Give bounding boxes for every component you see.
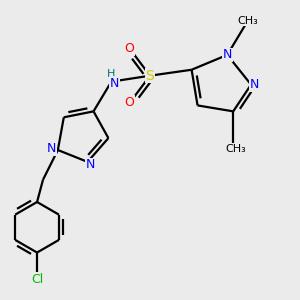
Text: N: N: [249, 78, 259, 91]
Text: N: N: [47, 142, 57, 155]
Text: Cl: Cl: [31, 273, 43, 286]
Text: N: N: [86, 158, 95, 171]
Text: CH₃: CH₃: [226, 143, 247, 154]
Text: S: S: [146, 69, 154, 83]
Text: H: H: [107, 69, 116, 79]
Text: O: O: [124, 96, 134, 109]
Text: N: N: [110, 76, 119, 90]
Text: O: O: [124, 42, 134, 56]
Text: N: N: [223, 48, 232, 62]
Text: CH₃: CH₃: [238, 16, 259, 26]
